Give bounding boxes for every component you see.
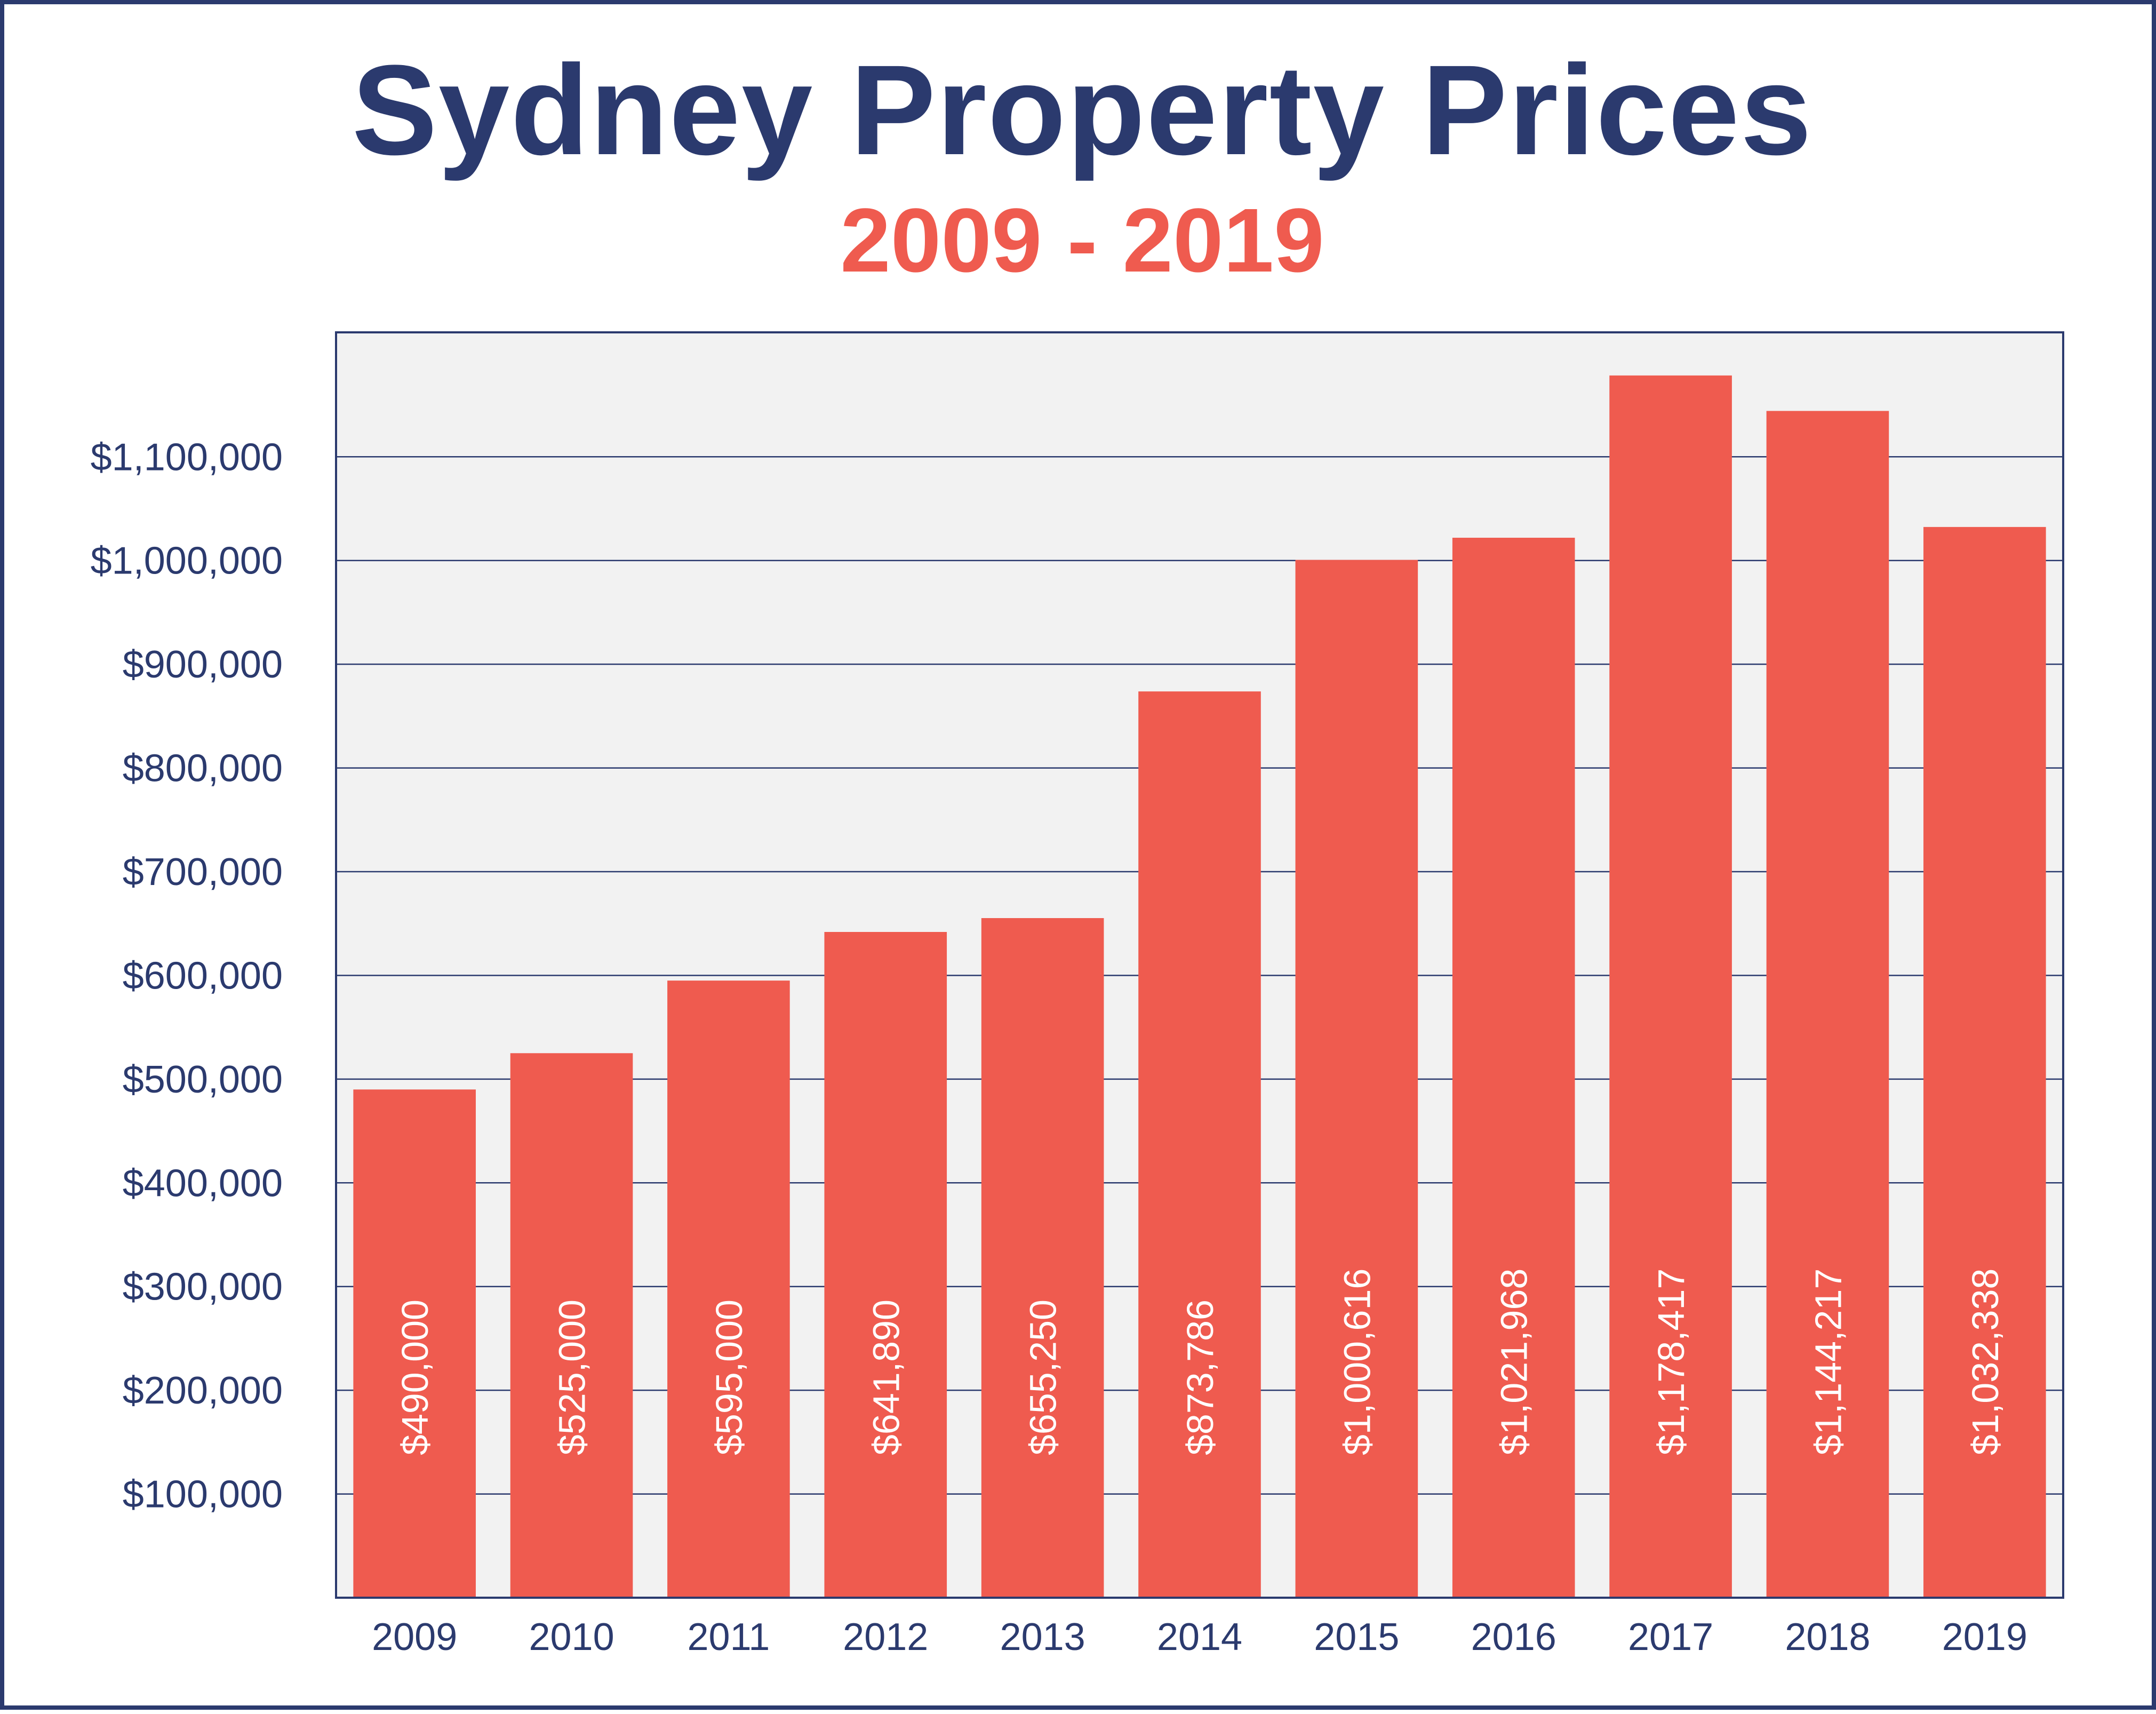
bar <box>353 1089 476 1598</box>
y-tick-label: $1,000,000 <box>91 540 283 583</box>
y-axis-ticks: $100,000 $200,000 $300,000 $400,000 $500,000… <box>91 436 283 1516</box>
bar-chart: $490,000 $525,000 $595,000 $641,890 $655,250… <box>91 331 2064 1659</box>
x-tick-label: 2017 <box>1628 1616 1713 1659</box>
bar-value-label: $641,890 <box>865 1300 907 1455</box>
y-tick-label: $500,000 <box>123 1058 283 1101</box>
x-axis-labels: 2009 2010 2011 2012 2013 2014 2015 2016 2017 2018… <box>372 1616 2027 1659</box>
y-tick-label: $900,000 <box>123 643 283 686</box>
x-tick-label: 2014 <box>1157 1616 1242 1659</box>
x-tick-label: 2012 <box>843 1616 928 1659</box>
x-tick-label: 2010 <box>529 1616 614 1659</box>
x-tick-label: 2011 <box>687 1616 770 1659</box>
y-tick-label: $100,000 <box>123 1473 283 1516</box>
y-tick-label: $200,000 <box>123 1369 283 1412</box>
chart-subtitle: 2009 - 2019 <box>840 190 1324 291</box>
bar-value-label: $1,032,338 <box>1965 1269 2006 1455</box>
bar-value-label: $1,144,217 <box>1807 1269 1849 1455</box>
y-tick-label: $1,100,000 <box>91 436 283 479</box>
bar <box>1138 691 1261 1598</box>
y-tick-label: $400,000 <box>123 1162 283 1205</box>
bars: $490,000 $525,000 $595,000 $641,890 $655,250… <box>353 375 2046 1598</box>
x-tick-label: 2013 <box>1000 1616 1085 1659</box>
bar-value-label: $1,000,616 <box>1336 1269 1378 1455</box>
y-tick-label: $700,000 <box>123 851 283 894</box>
bar-value-label: $655,250 <box>1023 1300 1064 1455</box>
bar <box>510 1053 633 1598</box>
y-tick-label: $800,000 <box>123 747 283 790</box>
bar-value-label: $1,021,968 <box>1494 1269 1535 1455</box>
bar <box>824 931 947 1598</box>
x-tick-label: 2018 <box>1785 1616 1870 1659</box>
bar-value-label: $595,000 <box>708 1300 750 1455</box>
bar <box>981 918 1104 1598</box>
bar-value-label: $490,000 <box>394 1300 436 1455</box>
chart-title: Sydney Property Prices <box>352 38 1813 181</box>
bar <box>1452 538 1575 1598</box>
x-tick-label: 2019 <box>1942 1616 2027 1659</box>
bar <box>667 980 790 1598</box>
plot-border <box>335 331 2064 1599</box>
bar-value-label: $873,786 <box>1179 1300 1221 1455</box>
bar-value-label: $1,178,417 <box>1650 1269 1692 1455</box>
bar <box>1295 560 1418 1598</box>
y-tick-label: $600,000 <box>123 954 283 997</box>
x-tick-label: 2015 <box>1314 1616 1399 1659</box>
bar <box>1609 375 1732 1598</box>
x-tick-label: 2009 <box>372 1616 457 1659</box>
bar <box>1923 527 2046 1598</box>
x-tick-label: 2016 <box>1471 1616 1556 1659</box>
bar-value-label: $525,000 <box>552 1300 593 1455</box>
bar <box>1766 411 1889 1598</box>
y-tick-label: $300,000 <box>123 1266 283 1309</box>
